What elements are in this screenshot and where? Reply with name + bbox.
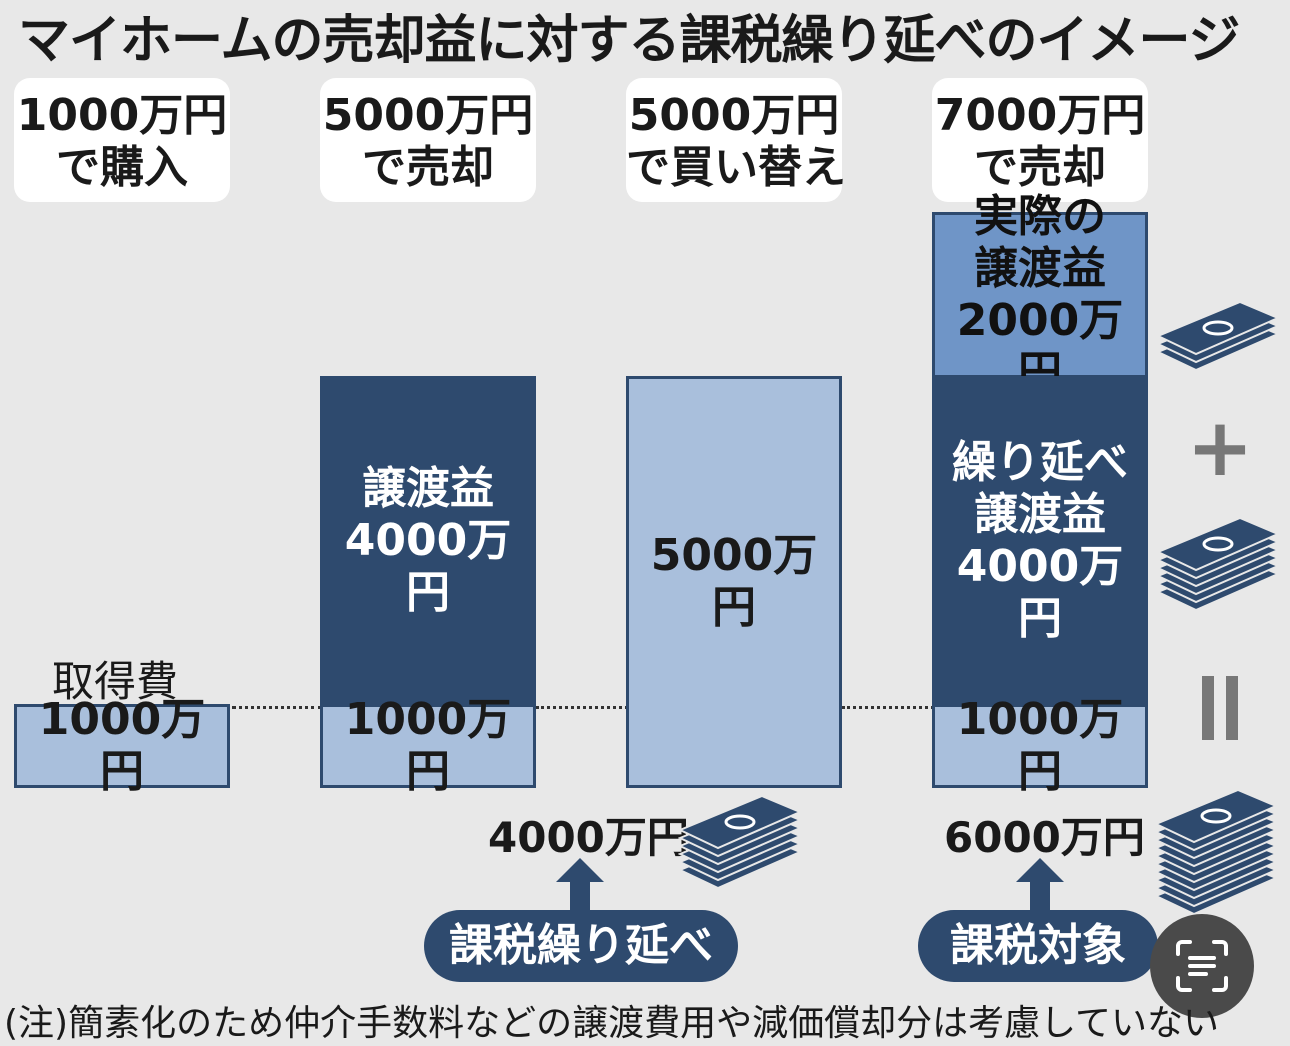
replacement-home-bar: 5000万円	[626, 376, 842, 788]
bar-value: 1000万円	[38, 694, 206, 797]
header-action: で売却	[974, 142, 1106, 193]
scan-text-icon	[1176, 940, 1228, 992]
header-amount: 1000万円	[16, 90, 228, 141]
page-title: マイホームの売却益に対する課税繰り延べのイメージ	[18, 11, 1240, 71]
header-replacement: 5000万円 で買い替え	[626, 78, 846, 202]
taxable-amount-label: 6000万円	[944, 813, 1145, 862]
taxable-badge: 課税対象	[918, 910, 1158, 982]
bar-value: 繰り延べ 譲渡益 4000万円	[952, 437, 1128, 644]
bar-value: 5000万円	[650, 530, 818, 633]
bar-value: 実際の 譲渡益 2000万円	[956, 191, 1124, 398]
actual-gain-bar: 実際の 譲渡益 2000万円	[932, 191, 1148, 398]
tax-deferral-badge: 課税繰り延べ	[424, 910, 738, 982]
arrow-up-icon	[1016, 858, 1064, 910]
plus-icon: +	[1186, 401, 1254, 494]
header-action: で購入	[56, 142, 188, 193]
arrow-up-icon	[556, 858, 604, 910]
money-stack-icon	[1156, 300, 1280, 372]
acquisition-cost-label: 取得費	[52, 657, 179, 706]
footnote: (注)簡素化のため仲介手数料などの譲渡費用や減価償却分は考慮していない	[4, 1003, 1220, 1044]
header-amount: 5000万円	[322, 90, 534, 141]
money-stack-icon	[1154, 788, 1278, 916]
deferred-amount-label: 4000万円	[488, 813, 689, 862]
header-action: で買い替え	[626, 142, 846, 193]
header-amount: 5000万円	[628, 90, 840, 141]
capital-gain-bar: 譲渡益 4000万円	[320, 376, 536, 706]
money-stack-icon	[678, 794, 802, 890]
header-sale: 5000万円 で売却	[320, 78, 536, 202]
equals-icon	[1202, 676, 1238, 740]
money-stack-icon	[1156, 516, 1280, 612]
deferred-gain-bar: 繰り延べ 譲渡益 4000万円	[932, 376, 1148, 706]
bar-value: 譲渡益 4000万円	[344, 463, 512, 618]
bar-value: 1000万円	[344, 694, 512, 797]
header-purchase: 1000万円 で購入	[14, 78, 230, 202]
cost-base-bar: 1000万円	[320, 694, 536, 797]
reference-line	[536, 706, 628, 709]
acquisition-cost-bar: 1000万円	[14, 694, 230, 797]
header-action: で売却	[362, 142, 494, 193]
bar-value: 1000万円	[956, 694, 1124, 797]
header-amount: 7000万円	[934, 90, 1146, 141]
header-resale: 7000万円 で売却	[932, 78, 1148, 202]
reference-line	[232, 706, 322, 709]
reference-line	[842, 706, 934, 709]
cost-base-bar: 1000万円	[932, 694, 1148, 797]
scan-text-button[interactable]	[1150, 914, 1254, 1018]
